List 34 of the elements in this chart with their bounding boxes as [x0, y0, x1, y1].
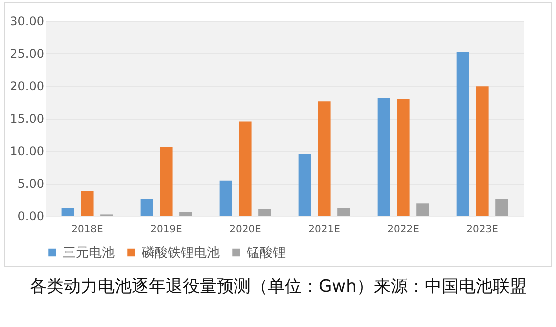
y-tick-label: 10.00	[10, 144, 44, 158]
text: 各类动力电池逐年退役量预测（单位：Gwh）来源：中国电池联盟	[30, 276, 528, 298]
y-tick-label: 15.00	[10, 112, 44, 126]
bar	[496, 199, 508, 216]
x-tick-label: 2021E	[308, 224, 340, 236]
bar	[298, 154, 312, 216]
bar	[338, 208, 350, 216]
x-tick-label: 2018E	[72, 224, 104, 236]
y-tick-label: 0.00	[18, 210, 44, 224]
legend-label: 锰酸锂	[246, 246, 286, 261]
x-tick-label: 2023E	[466, 224, 498, 236]
y-tick-label: 20.00	[10, 80, 44, 94]
x-tick-label: 2020E	[230, 224, 262, 236]
bar	[180, 212, 192, 216]
bar	[378, 98, 390, 216]
y-tick-label: 5.00	[18, 177, 44, 191]
bar	[81, 191, 94, 216]
x-tick-label: 2019E	[150, 224, 182, 236]
bar	[476, 86, 489, 216]
bar	[239, 122, 252, 216]
y-tick-label: 30.00	[10, 14, 44, 28]
bar	[416, 204, 430, 216]
bar	[140, 199, 154, 216]
bar	[397, 99, 410, 216]
x-tick-label: 2022E	[388, 224, 420, 236]
bar	[62, 208, 74, 216]
legend-label: 三元电池	[63, 246, 115, 261]
bar	[160, 147, 173, 216]
y-tick-label: 25.00	[10, 47, 44, 61]
bar	[258, 210, 272, 216]
bar	[318, 102, 331, 216]
legend-label: 磷酸铁锂电池	[141, 246, 220, 261]
bar	[220, 180, 232, 216]
bar	[456, 52, 470, 216]
